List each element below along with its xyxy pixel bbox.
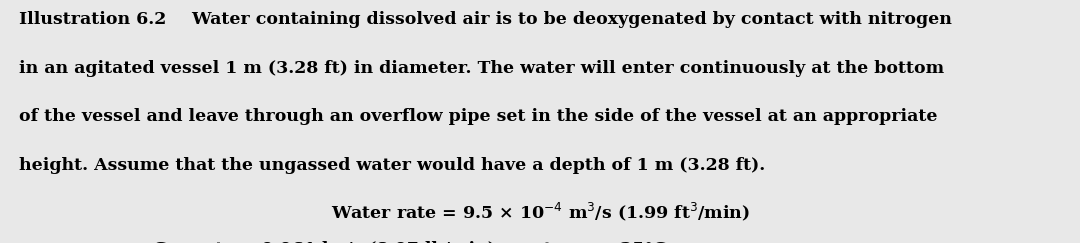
Text: of the vessel and leave through an overflow pipe set in the side of the vessel a: of the vessel and leave through an overf… <box>19 108 937 125</box>
Text: Water rate = 9.5 × 10$^{-4}$ m$^{3}$/s (1.99 ft$^{3}$/min): Water rate = 9.5 × 10$^{-4}$ m$^{3}$/s (… <box>330 200 750 223</box>
Text: Gas rate = 0.061 kg/s (8.07 lb/min)        temp = 25°C: Gas rate = 0.061 kg/s (8.07 lb/min) temp… <box>153 241 667 243</box>
Text: in an agitated vessel 1 m (3.28 ft) in diameter. The water will enter continuous: in an agitated vessel 1 m (3.28 ft) in d… <box>19 60 945 77</box>
Text: Water containing dissolved air is to be deoxygenated by contact with nitrogen: Water containing dissolved air is to be … <box>186 11 951 28</box>
Text: height. Assume that the ungassed water would have a depth of 1 m (3.28 ft).: height. Assume that the ungassed water w… <box>19 157 766 174</box>
Text: Illustration 6.2: Illustration 6.2 <box>19 11 166 28</box>
